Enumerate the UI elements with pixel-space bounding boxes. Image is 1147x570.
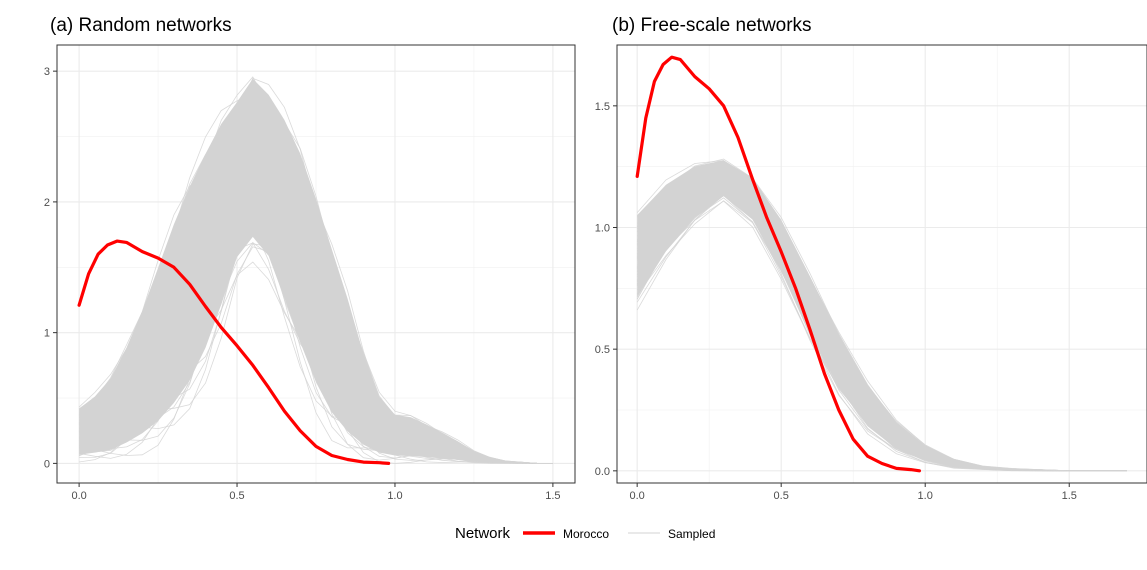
legend-title: Network (455, 525, 511, 542)
sampled-density-band (79, 78, 553, 464)
sampled-density-band (637, 160, 1127, 471)
y-tick-label: 1.5 (595, 101, 610, 113)
x-tick-label: 0.0 (71, 490, 86, 502)
y-tick-label: 1 (44, 328, 50, 340)
y-tick-label: 0 (44, 458, 50, 470)
panel-title-b: (b) Free-scale networks (612, 15, 812, 36)
y-tick-label: 1.0 (595, 223, 610, 235)
x-tick-label: 0.5 (229, 490, 244, 502)
series-line-morocco-a (77, 239, 391, 465)
panel-border-b (616, 44, 1147, 484)
series-line-morocco-b (635, 55, 922, 473)
legend: Network Morocco Sampled (455, 525, 715, 542)
panel-free-scale-networks: (b) Free-scale networks 0.0 0.5 1.0 1.50.00… (595, 15, 1147, 502)
panel-border-a (56, 44, 576, 484)
x-tick-label: 1.5 (545, 490, 560, 502)
panel-title-a: (a) Random networks (50, 15, 232, 36)
y-tick-label: 0.5 (595, 344, 610, 356)
panel-random-networks: (a) Random networks 0.0 0.5 1.0 1.5 0 1 2 3 (44, 15, 576, 502)
sampled-curves-b (636, 158, 1127, 472)
plot-area-a: 0.0 0.5 1.0 1.5 0 1 2 3 (44, 44, 576, 502)
y-tick-label: 0.0 (595, 466, 610, 478)
legend-label-morocco: Morocco (563, 527, 609, 541)
x-tick-label: 1.0 (918, 490, 933, 502)
x-tick-label: 1.5 (1062, 490, 1077, 502)
x-tick-label: 1.0 (387, 490, 402, 502)
x-tick-label: 0.0 (630, 490, 645, 502)
sampled-curves-a (78, 76, 553, 464)
x-tick-label: 0.5 (774, 490, 789, 502)
y-tick-label: 2 (44, 197, 50, 209)
y-tick-label: 3 (44, 66, 50, 78)
legend-label-sampled: Sampled (668, 527, 715, 541)
plot-area-b: 0.0 0.5 1.0 1.5 0.0 0.5 1.0 1.5 (595, 44, 1147, 502)
